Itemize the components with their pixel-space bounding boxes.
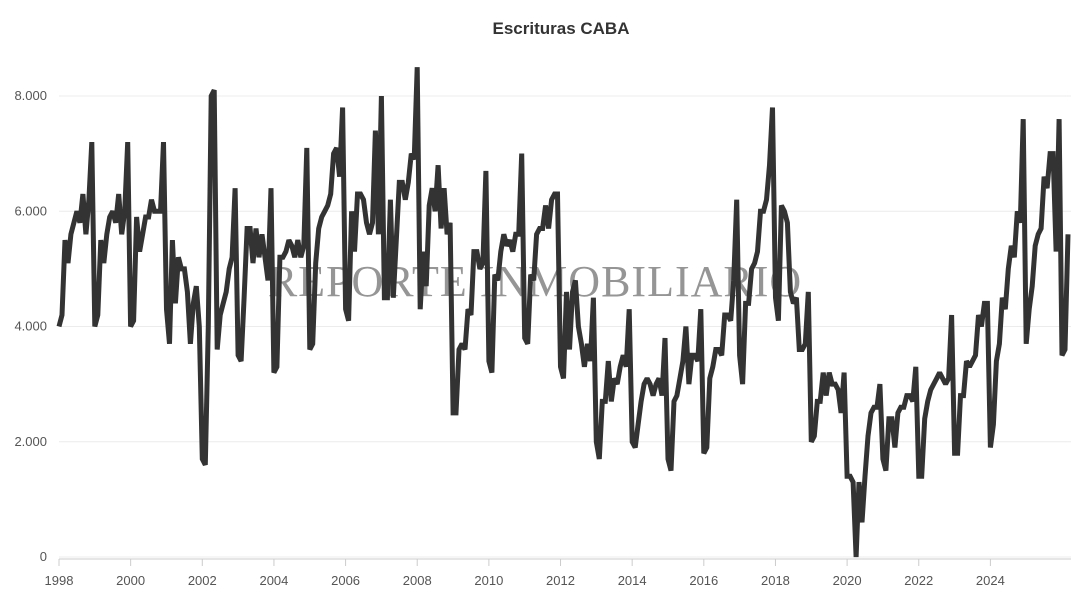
x-tick-label: 2012 xyxy=(546,573,575,588)
x-tick-label: 2002 xyxy=(188,573,217,588)
y-axis: 0 2.000 4.000 6.000 8.000 xyxy=(14,88,47,564)
x-tick-label: 2004 xyxy=(259,573,288,588)
x-tick-label: 2010 xyxy=(474,573,503,588)
x-tick-label: 2014 xyxy=(618,573,647,588)
series-line xyxy=(56,67,1071,558)
x-tick-label: 2006 xyxy=(331,573,360,588)
x-tick-label: 2008 xyxy=(403,573,432,588)
y-tick-label: 2.000 xyxy=(14,434,47,449)
x-tick-label: 1998 xyxy=(45,573,74,588)
y-tick-label: 8.000 xyxy=(14,88,47,103)
x-tick-label: 2018 xyxy=(761,573,790,588)
y-tick-label: 0 xyxy=(40,549,47,564)
x-tick-label: 2020 xyxy=(833,573,862,588)
x-tick-label: 2022 xyxy=(904,573,933,588)
y-tick-label: 6.000 xyxy=(14,203,47,218)
x-axis: 1998 2000 2002 2004 2006 2008 2010 2012 2014 2016… xyxy=(45,558,1071,588)
x-tick-label: 2024 xyxy=(976,573,1005,588)
y-tick-label: 4.000 xyxy=(14,319,47,334)
chart-title: Escrituras CABA xyxy=(493,19,630,38)
series-escrituras xyxy=(56,67,1071,558)
x-tick-label: 2000 xyxy=(116,573,145,588)
x-tick-label: 2016 xyxy=(689,573,718,588)
